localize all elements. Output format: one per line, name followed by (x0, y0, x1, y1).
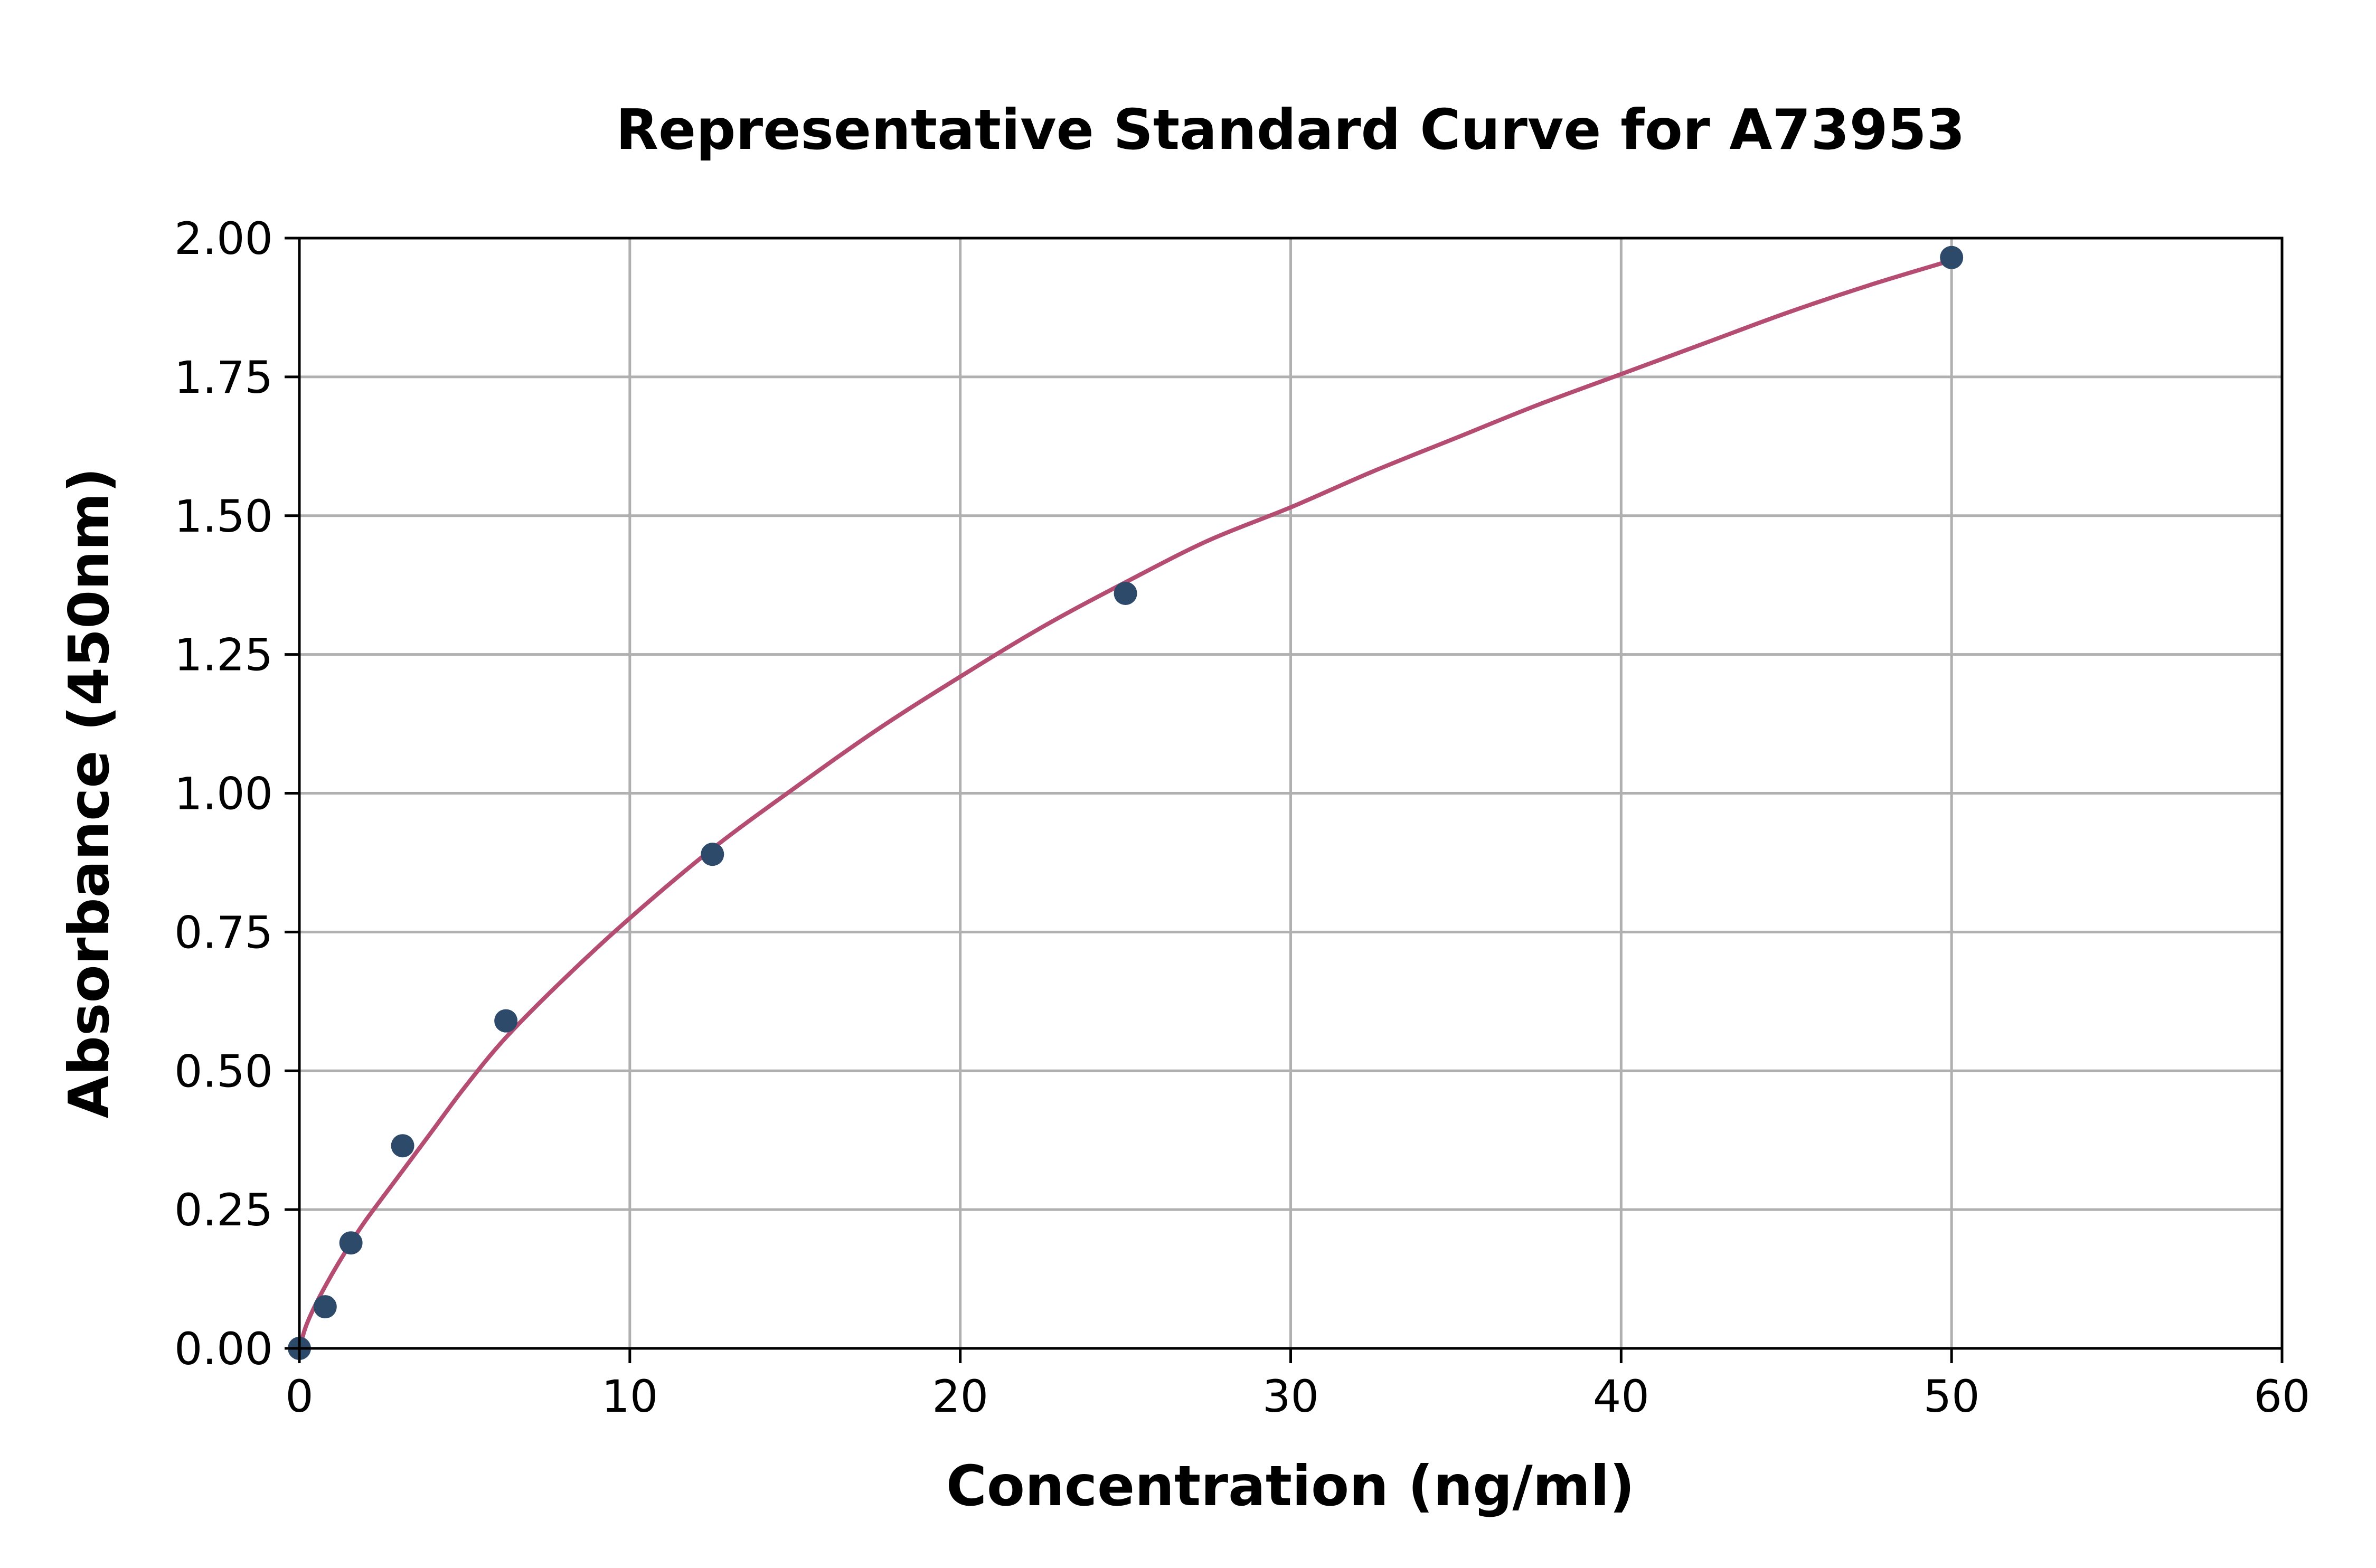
x-tick-label: 20 (932, 1371, 988, 1422)
data-point (1940, 245, 1964, 269)
x-tick-label: 60 (2254, 1371, 2311, 1422)
x-tick-label: 0 (285, 1371, 313, 1422)
y-tick-label: 0.25 (174, 1184, 273, 1236)
data-point (391, 1134, 414, 1158)
y-tick-label: 2.00 (174, 213, 273, 265)
data-points-layer (288, 245, 1964, 1360)
x-tick-label: 30 (1262, 1371, 1319, 1422)
x-tick-label: 10 (601, 1371, 658, 1422)
fit-curve-layer (297, 258, 1953, 1349)
y-tick-label: 1.75 (174, 352, 273, 403)
chart-title: Representative Standard Curve for A73953 (616, 98, 1965, 162)
data-point (701, 843, 724, 866)
data-point (339, 1231, 363, 1255)
data-point (494, 1009, 518, 1033)
y-tick-label: 1.00 (174, 768, 273, 820)
y-axis-label: Absorbance (450nm) (57, 468, 121, 1119)
y-tick-label: 0.75 (174, 906, 273, 958)
grid (298, 237, 2284, 1350)
data-point (1114, 581, 1137, 605)
y-tick-label: 1.25 (174, 629, 273, 681)
x-tick-label: 50 (1924, 1371, 1980, 1422)
y-tick-label: 0.50 (174, 1045, 273, 1097)
y-tick-label: 1.50 (174, 490, 273, 542)
y-tick-label: 0.00 (174, 1323, 273, 1375)
x-axis-label: Concentration (ng/ml) (946, 1454, 1635, 1518)
axis-ticks: 0 10 20 30 40 50 60 0.00 0.25 0.50 0.75 1.00 1.25 1.5… (174, 213, 2310, 1422)
x-tick-label: 40 (1593, 1371, 1649, 1422)
data-point (313, 1295, 337, 1319)
fit-curve-line (297, 258, 1953, 1349)
